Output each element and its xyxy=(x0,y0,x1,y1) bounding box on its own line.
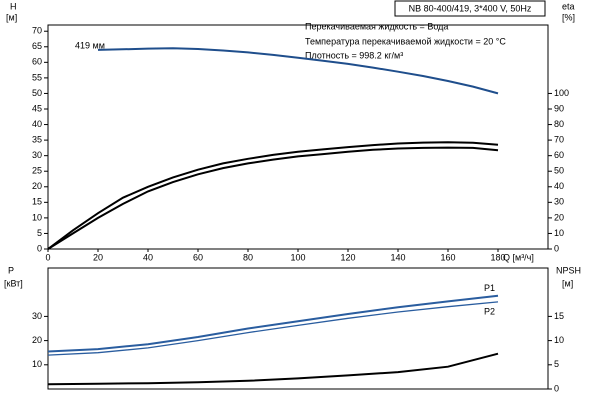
y-tick-label: 55 xyxy=(32,72,42,82)
x-tick-label: 160 xyxy=(440,252,455,262)
y2-tick-label: 10 xyxy=(554,228,564,238)
series-line xyxy=(47,141,499,250)
x-label: Q [м³/ч] xyxy=(503,252,534,262)
y2-tick-label: 15 xyxy=(554,311,564,321)
x-tick-label: 140 xyxy=(390,252,405,262)
y-tick-label: 60 xyxy=(32,57,42,67)
y-tick-label: 5 xyxy=(37,228,42,238)
y2-label: [м] xyxy=(562,278,573,288)
y2-tick-label: 30 xyxy=(554,197,564,207)
y-tick-label: 25 xyxy=(32,166,42,176)
series-line xyxy=(47,301,499,356)
y2-tick-label: 90 xyxy=(554,103,564,113)
series-label: P2 xyxy=(484,306,495,316)
y-label: H xyxy=(10,1,17,11)
y-tick-label: 65 xyxy=(32,41,42,51)
series-line xyxy=(97,47,499,95)
series-line xyxy=(47,146,499,250)
y2-tick-label: 20 xyxy=(554,212,564,222)
x-tick-label: 120 xyxy=(340,252,355,262)
y-tick-label: 70 xyxy=(32,26,42,36)
y2-tick-label: 70 xyxy=(554,134,564,144)
y-tick-label: 10 xyxy=(32,212,42,222)
y-tick-label: 50 xyxy=(32,88,42,98)
x-tick-label: 40 xyxy=(143,252,153,262)
y-tick-label: 15 xyxy=(32,197,42,207)
x-tick-label: 60 xyxy=(193,252,203,262)
annotation: Температура перекачиваемой жидкости = 20… xyxy=(305,36,506,46)
plot-frame xyxy=(47,267,549,390)
annotation: Плотность = 998.2 кг/м³ xyxy=(305,50,403,60)
y2-tick-label: 10 xyxy=(554,335,564,345)
y2-tick-label: 50 xyxy=(554,166,564,176)
y2-label: [%] xyxy=(562,12,575,22)
y2-tick-label: 0 xyxy=(554,243,559,253)
y-tick-label: 0 xyxy=(37,243,42,253)
y2-tick-label: 60 xyxy=(554,150,564,160)
y-tick-label: 30 xyxy=(32,311,42,321)
series-line xyxy=(47,352,499,386)
series-label: P1 xyxy=(484,283,495,293)
y-label: [м] xyxy=(6,12,17,22)
series-line xyxy=(47,294,499,353)
x-tick-label: 0 xyxy=(45,252,50,262)
y2-tick-label: 40 xyxy=(554,181,564,191)
title-box xyxy=(394,0,546,17)
y-tick-label: 45 xyxy=(32,103,42,113)
y-label: [кВт] xyxy=(4,278,23,288)
y2-label: NPSH xyxy=(556,265,581,275)
x-tick-label: 180 xyxy=(490,252,505,262)
x-tick-label: 80 xyxy=(243,252,253,262)
y2-tick-label: 0 xyxy=(554,383,559,393)
y-tick-label: 10 xyxy=(32,359,42,369)
x-tick-label: 20 xyxy=(93,252,103,262)
y-tick-label: 20 xyxy=(32,181,42,191)
y-tick-label: 35 xyxy=(32,134,42,144)
y-tick-label: 20 xyxy=(32,335,42,345)
chart-title: NB 80-400/419, 3*400 V, 50Hz xyxy=(409,3,532,13)
y-tick-label: 40 xyxy=(32,119,42,129)
y-label: P xyxy=(8,265,14,275)
y2-label: eta xyxy=(562,1,575,11)
y2-tick-label: 5 xyxy=(554,359,559,369)
y2-tick-label: 80 xyxy=(554,119,564,129)
annotation: Перекачиваемая жидкость = Вода xyxy=(305,21,448,31)
annotation: 419 мм xyxy=(75,40,105,50)
y-tick-label: 30 xyxy=(32,150,42,160)
y2-tick-label: 100 xyxy=(554,88,569,98)
x-tick-label: 100 xyxy=(290,252,305,262)
